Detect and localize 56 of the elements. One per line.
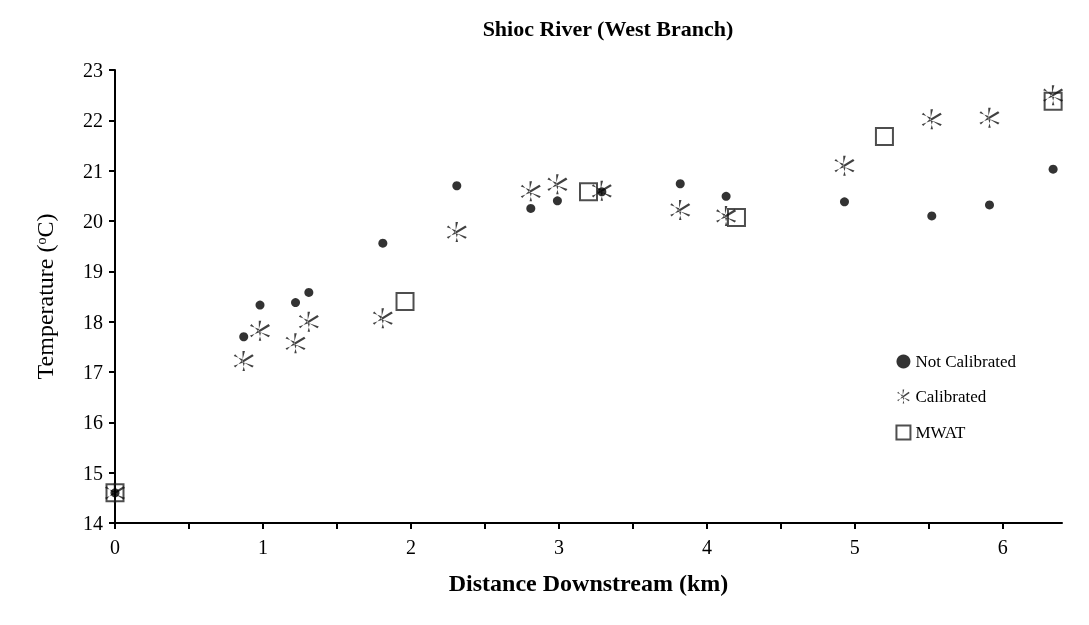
legend-label: Not Calibrated	[915, 352, 1017, 371]
point	[547, 174, 568, 195]
point	[446, 222, 467, 243]
legend-label: Calibrated	[915, 387, 987, 406]
point	[291, 298, 301, 308]
y-tick-label: 20	[83, 210, 103, 232]
point	[721, 191, 731, 201]
x-tick-label: 1	[257, 536, 268, 558]
point	[452, 181, 462, 191]
point	[378, 238, 388, 248]
point	[520, 181, 541, 202]
y-tick-label: 17	[83, 361, 103, 383]
point	[675, 179, 685, 189]
point	[716, 205, 737, 226]
point	[726, 207, 746, 227]
point	[395, 292, 415, 312]
point	[979, 107, 1000, 128]
y-tick-label: 22	[83, 109, 103, 132]
x-tick-label: 5	[849, 536, 860, 558]
x-axis-title: Distance Downstream (km)	[448, 570, 729, 596]
point	[834, 155, 855, 176]
legend-label: MWAT	[915, 423, 967, 442]
point	[927, 211, 937, 221]
x-tick-label: 4	[701, 536, 712, 558]
point	[298, 311, 319, 332]
point	[372, 308, 393, 329]
point	[921, 109, 942, 130]
y-tick-label: 15	[83, 461, 103, 484]
point	[526, 203, 536, 213]
x-tick-label: 0	[110, 536, 120, 558]
y-tick-label: 14	[83, 512, 103, 534]
point	[552, 196, 562, 206]
point	[233, 350, 254, 371]
point	[285, 333, 306, 354]
point	[239, 332, 249, 342]
chart-title: Shioc River (West Branch)	[482, 15, 734, 41]
point	[1043, 91, 1063, 111]
point	[1048, 164, 1058, 174]
y-tick-label: 18	[83, 310, 103, 333]
x-tick-label: 6	[997, 536, 1008, 558]
y-tick-label: 16	[83, 411, 103, 434]
point	[1043, 85, 1064, 106]
y-axis-title: Temperature (ᵒC)	[32, 213, 58, 380]
point	[304, 287, 314, 297]
point	[255, 300, 265, 310]
point	[985, 200, 994, 210]
x-tick-label: 3	[553, 536, 564, 558]
point	[840, 197, 849, 207]
y-tick-label: 21	[83, 159, 103, 182]
x-tick-label: 2	[405, 536, 416, 558]
point	[670, 199, 691, 220]
point	[250, 320, 271, 341]
y-tick-label: 23	[83, 59, 103, 81]
y-tick-label: 19	[83, 260, 103, 283]
point	[874, 126, 894, 146]
point	[579, 182, 598, 202]
